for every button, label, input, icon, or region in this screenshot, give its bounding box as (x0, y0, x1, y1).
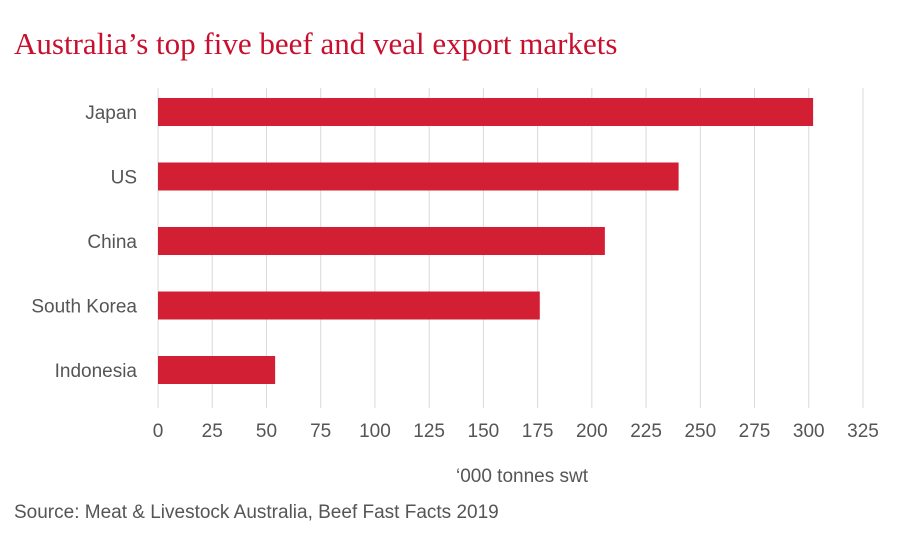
category-label: US (111, 168, 137, 189)
x-tick-label: 175 (522, 421, 554, 442)
bar-china (158, 227, 605, 255)
x-tick-labels: 0 25 50 75 100 125 150 175 200 225 250 275 300 325 (153, 421, 879, 442)
bar-japan (158, 98, 814, 126)
bar-us (158, 162, 679, 191)
x-tick-label: 100 (359, 421, 391, 442)
category-labels: Japan US China South Korea Indonesia (31, 103, 137, 382)
category-label: Indonesia (55, 361, 138, 382)
x-tick-label: 0 (153, 421, 164, 442)
source-note: Source: Meat & Livestock Australia, Beef… (14, 502, 499, 523)
x-tick-label: 50 (256, 421, 277, 442)
x-tick-label: 75 (310, 421, 331, 442)
x-tick-label: 325 (847, 421, 879, 442)
category-label: Japan (85, 103, 137, 124)
x-tick-label: 275 (739, 421, 771, 442)
chart-title: Australia’s top five beef and veal expor… (14, 26, 618, 61)
x-tick-label: 200 (576, 421, 608, 442)
category-label: China (87, 232, 137, 253)
bar-south-korea (158, 291, 540, 320)
bars (158, 98, 814, 384)
bar-indonesia (158, 356, 276, 384)
x-tick-label: 300 (793, 421, 825, 442)
x-tick-label: 25 (202, 421, 223, 442)
category-label: South Korea (31, 297, 137, 318)
x-axis-title: ‘000 tonnes swt (456, 466, 589, 487)
x-tick-label: 150 (468, 421, 500, 442)
x-tick-label: 225 (630, 421, 662, 442)
x-tick-label: 250 (684, 421, 716, 442)
x-tick-label: 125 (413, 421, 445, 442)
